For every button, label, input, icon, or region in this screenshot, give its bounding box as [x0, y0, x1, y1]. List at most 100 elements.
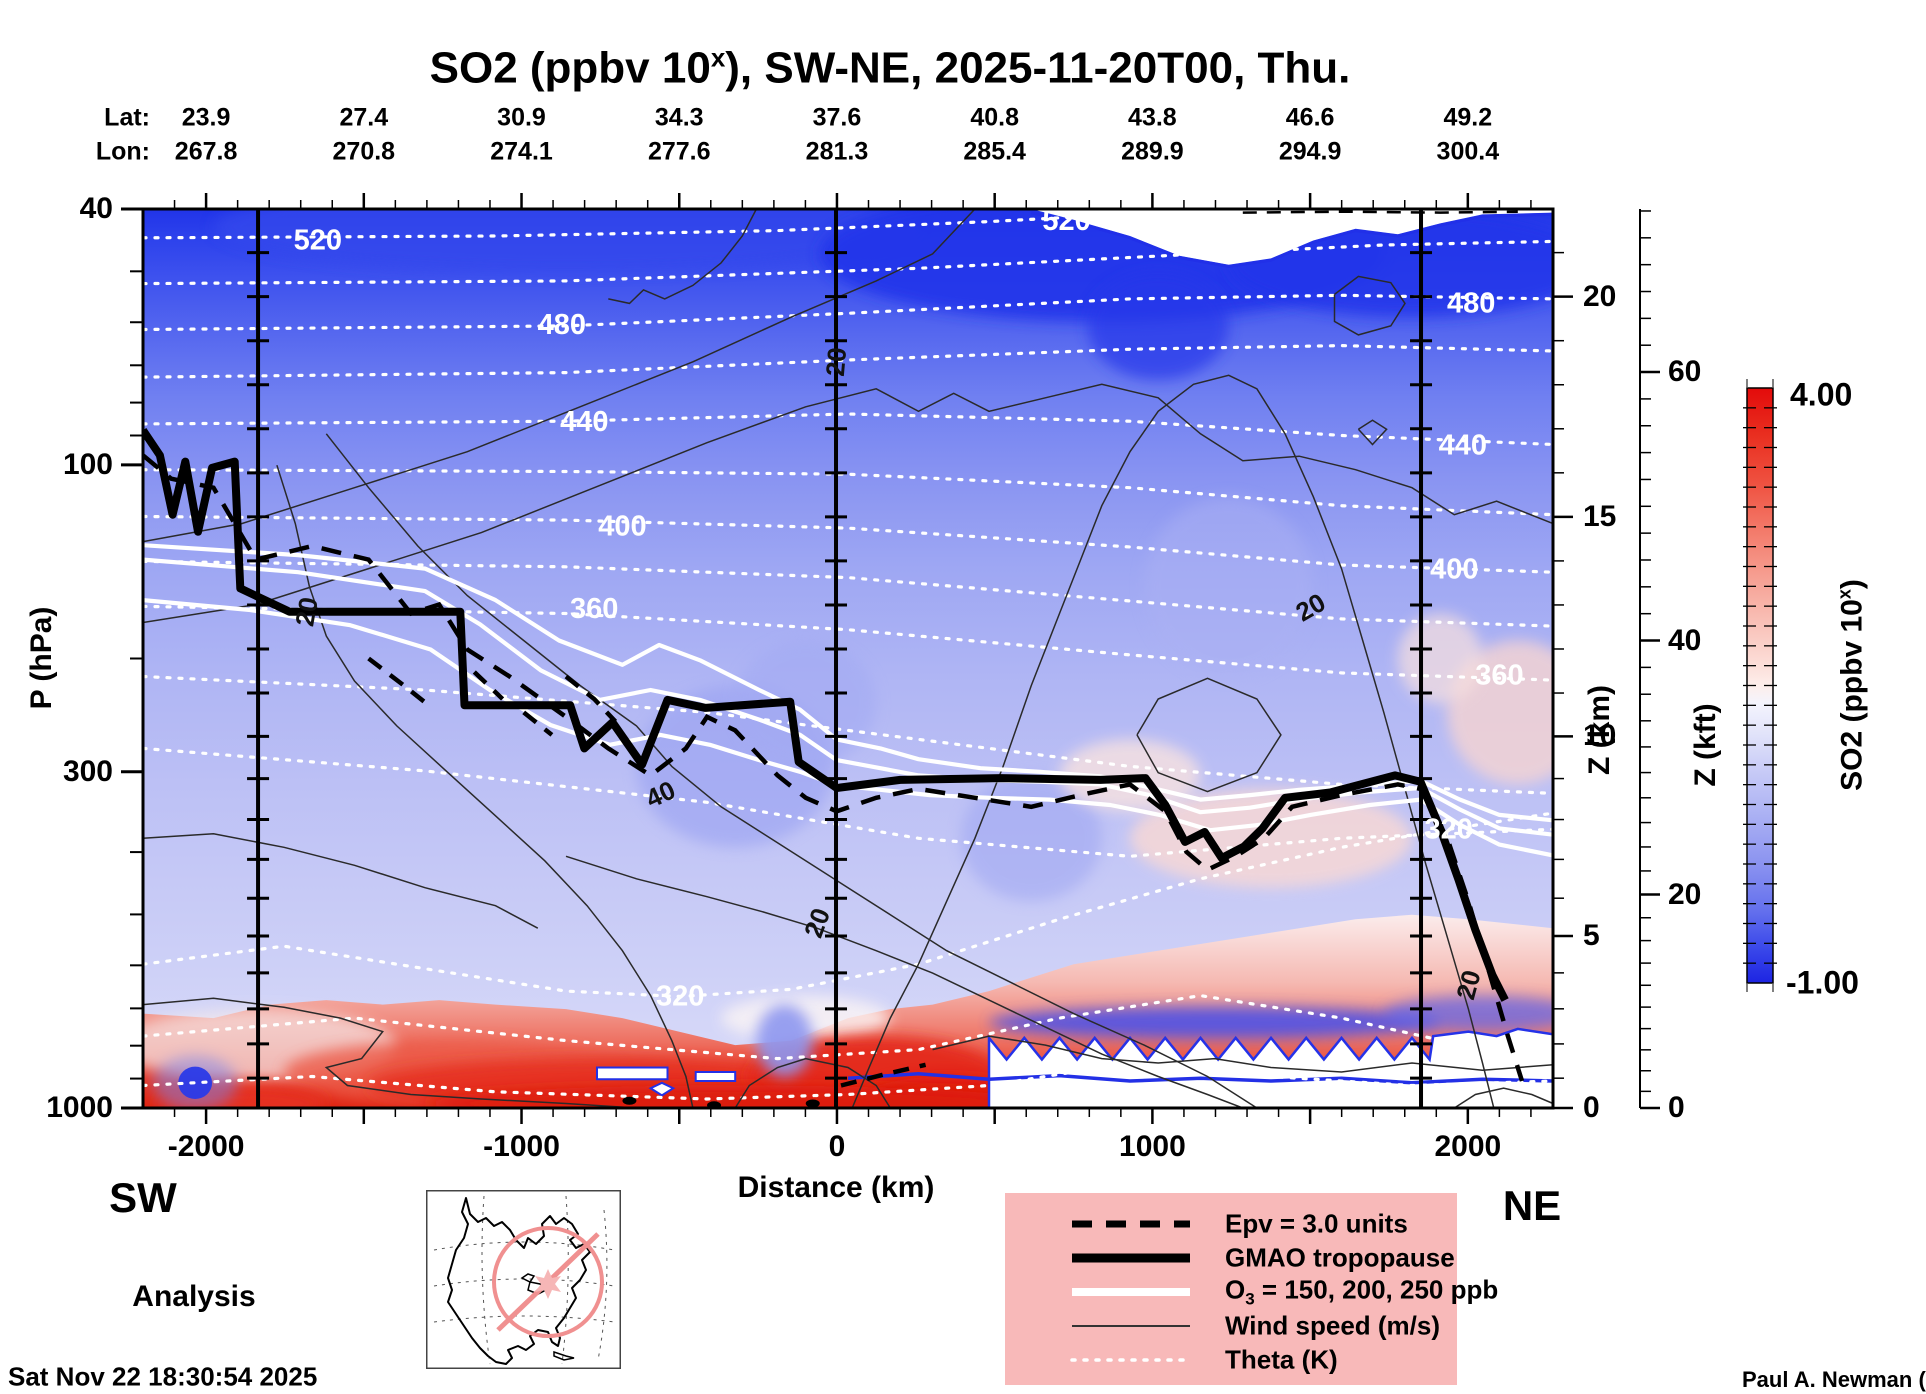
p-axis-tick-label: 1000	[46, 1091, 113, 1124]
wind-contour-1	[143, 383, 1553, 624]
theta-label: 320	[656, 981, 704, 1013]
z-km-tick-label: 5	[1583, 919, 1600, 952]
theta-contour-500	[143, 239, 1553, 286]
theta-contour-480	[143, 293, 1553, 332]
transect-circle	[492, 1226, 604, 1338]
lat-value: 34.3	[654, 103, 704, 132]
wind-label: 20	[820, 346, 852, 377]
lat-value: 23.9	[181, 103, 231, 132]
wind-contour-9	[1357, 419, 1388, 446]
theta-contour-400	[143, 514, 1553, 574]
wind-contour-0	[143, 209, 976, 543]
plot-title: SO2 (ppbv 10x), SW-NE, 2025-11-20T00, Th…	[429, 42, 1351, 93]
x-axis-tick-label: -2000	[167, 1130, 245, 1163]
p-axis-tick-label: 100	[62, 447, 113, 481]
theta-label: 480	[1447, 287, 1495, 319]
plot-field: 520 520 480 480 440 440 400 400 360 360 320 320 20 20…	[143, 205, 1553, 1108]
colorbar-title: SO2 (ppbv 10x)	[1834, 579, 1869, 791]
lon-value: 281.3	[805, 137, 869, 166]
wind-contour-14	[143, 833, 539, 929]
z-kft-tick-label: 60	[1668, 355, 1702, 389]
x-axis-tick-label: -1000	[483, 1130, 560, 1163]
x-axis-tick-label: 0	[828, 1130, 846, 1163]
x-axis-tick-label: 1000	[1119, 1130, 1186, 1163]
z-km-axis-title: Z (km)	[1583, 685, 1616, 775]
wind-contour-3	[276, 464, 694, 1108]
z-kft-tick-label: 20	[1668, 877, 1702, 911]
ne-corner-label: NE	[1502, 1182, 1562, 1229]
legend-label-o3: O3 = 150, 200, 250 ppb	[1225, 1274, 1499, 1309]
lon-value: 300.4	[1436, 137, 1500, 166]
wind-contour-2	[608, 209, 758, 305]
theta-contour-340	[143, 674, 1553, 796]
coastline	[447, 1197, 591, 1365]
colorbar	[1743, 379, 1777, 992]
wind-contour-12	[932, 1035, 1553, 1073]
theta-contour-380	[143, 559, 1553, 628]
legend-label-tropopause: GMAO tropopause	[1225, 1242, 1455, 1273]
theta-contour-310	[143, 993, 1553, 1061]
analysis-label: Analysis	[132, 1280, 256, 1313]
thick-black-line-sample	[1072, 1253, 1190, 1263]
lat-value: 46.6	[1285, 103, 1335, 132]
sw-corner-label: SW	[109, 1174, 177, 1221]
wind-contour-11	[734, 1057, 891, 1108]
legend-row-wind: Wind speed (m/s)	[1005, 1309, 1457, 1343]
lat-value: 43.8	[1128, 103, 1177, 132]
theta-contour-320	[143, 811, 1553, 999]
lat-value: 30.9	[497, 103, 546, 132]
legend-label-theta: Theta (K)	[1225, 1344, 1338, 1375]
z-kft-axis-title: Z (kft)	[1689, 703, 1722, 787]
theta-contour-300	[143, 1061, 1553, 1101]
z-km-tick-label: 20	[1583, 279, 1617, 313]
transect-center-star	[535, 1269, 561, 1299]
dotted-white-line-sample	[1070, 1358, 1192, 1362]
lon-value: 270.8	[332, 137, 396, 166]
legend-row-theta: Theta (K)	[1005, 1343, 1457, 1377]
z-kft-tick-label: 40	[1668, 623, 1702, 657]
thick-white-line-sample	[1072, 1288, 1190, 1296]
theta-contour-330	[143, 746, 1553, 858]
lat-value: 27.4	[339, 103, 389, 132]
theta-label: 480	[538, 309, 586, 341]
theta-contour-440	[143, 412, 1553, 447]
wind-contour-4	[325, 433, 1258, 1108]
dashed-line-sample	[1072, 1220, 1190, 1228]
legend-label-epv: Epv = 3.0 units	[1225, 1208, 1408, 1239]
legend-row-epv: Epv = 3.0 units	[1005, 1207, 1457, 1241]
theta-label: 440	[560, 406, 608, 438]
map-inset	[426, 1190, 621, 1369]
lon-value: 289.9	[1121, 137, 1184, 166]
lon-value: 277.6	[647, 137, 711, 166]
wind-contour-10	[143, 997, 637, 1108]
lat-value: 49.2	[1443, 103, 1493, 132]
axes	[121, 193, 1660, 1124]
thin-black-line-sample	[1072, 1325, 1190, 1327]
theta-label: 520	[1042, 205, 1090, 237]
island-outline	[553, 1350, 575, 1361]
z-kft-tick-label: 0	[1668, 1091, 1685, 1124]
legend-row-o3: O3 = 150, 200, 250 ppb	[1005, 1274, 1498, 1309]
wind-contour-7	[1136, 677, 1282, 793]
p-axis-tick-label: 40	[79, 192, 113, 225]
theta-label: 400	[1430, 554, 1478, 586]
legend-row-tropopause: GMAO tropopause	[1005, 1241, 1457, 1275]
graticule-line	[433, 1315, 615, 1323]
x-axis-tick-label: 2000	[1434, 1130, 1502, 1163]
lon-row-prefix: Lon:	[95, 137, 150, 166]
theta-label: 440	[1439, 430, 1487, 462]
timestamp: Sat Nov 22 18:30:54 2025	[8, 1361, 318, 1392]
credit: Paul A. Newman (NASA	[1742, 1367, 1926, 1392]
wind-label: 20	[289, 595, 324, 629]
lon-value: 267.8	[174, 137, 238, 166]
theta-label: 520	[294, 225, 342, 257]
theta-contour-360	[143, 604, 1553, 682]
colorbar-max-label: 4.00	[1790, 376, 1853, 413]
graticule-line	[433, 1241, 615, 1251]
theta-label: 360	[1475, 660, 1523, 692]
p-axis-tick-label: 300	[62, 754, 113, 788]
x-axis-title: Distance (km)	[737, 1171, 935, 1204]
colorbar-min-label: -1.00	[1786, 964, 1859, 1001]
theta-label: 360	[570, 593, 618, 625]
